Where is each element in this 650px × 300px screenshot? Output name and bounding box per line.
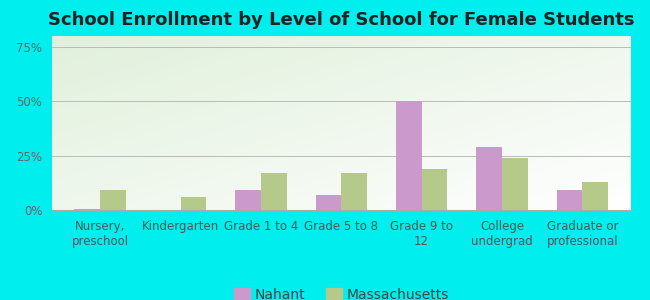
Bar [235, 190, 261, 210]
Bar [422, 169, 447, 210]
Legend: Nahant, Massachusetts: Nahant, Massachusetts [228, 282, 454, 300]
Bar [100, 190, 126, 210]
Bar [341, 173, 367, 210]
Bar [261, 173, 287, 210]
Bar [75, 209, 100, 210]
Bar [396, 101, 422, 210]
Bar [556, 190, 582, 210]
Bar [582, 182, 608, 210]
Bar [502, 158, 528, 210]
Bar [315, 195, 341, 210]
Bar [181, 197, 206, 210]
Bar [476, 147, 502, 210]
Title: School Enrollment by Level of School for Female Students: School Enrollment by Level of School for… [48, 11, 634, 29]
